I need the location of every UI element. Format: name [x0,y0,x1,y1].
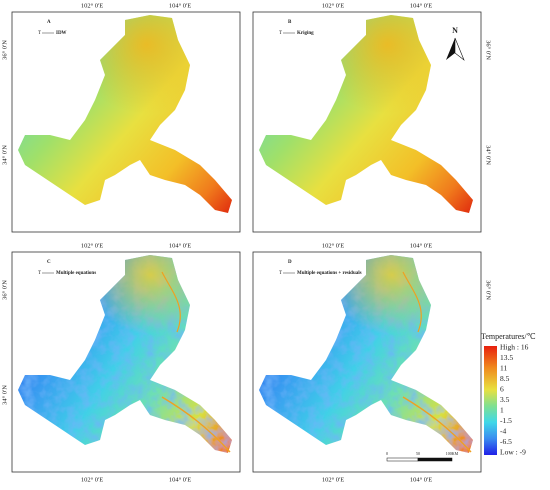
north-label: N [452,26,458,35]
longitude-label: 104° 0'E [410,2,432,9]
panel-label: B [288,20,292,25]
river [402,396,472,453]
latitude-label: 36° 0'N [1,40,8,60]
longitude-label: 102° 0'E [322,476,344,483]
scale-bar-white [386,457,419,462]
region-shade [18,15,232,213]
longitude-label: 104° 0'E [410,476,432,483]
legend-value: -4 [500,427,506,436]
panel-label: A [47,20,51,25]
longitude-label: 102° 0'E [81,2,103,9]
longitude-label: 104° 0'E [169,2,191,9]
longitude-label: 104° 0'E [169,476,191,483]
latitude-label: 34° 0'N [1,145,8,165]
legend-value: -1.5 [500,416,512,425]
scale-label: 100KM [446,451,459,456]
legend-value: 11 [500,364,507,373]
legend-text: Multiple equations + residuals [297,271,362,276]
legend-value: 13.5 [500,353,513,362]
longitude-label: 104° 0'E [169,242,191,249]
scale-bar-black [417,457,453,462]
map-panel: C T Multiple equations 102° 0'E 102° 0'E 104°… [1,242,241,483]
legend-value: 6 [500,385,504,394]
latitude-label: 34° 0'N [485,145,492,165]
longitude-label: 102° 0'E [81,242,103,249]
map-panel: D T Multiple equations + residuals 102° 0'E… [252,242,492,483]
scale-label: 0 [386,451,388,456]
longitude-label: 102° 0'E [322,242,344,249]
longitude-label: 104° 0'E [410,242,432,249]
legend-value: -6.5 [500,437,512,446]
latitude-label: 34° 0'N [1,385,8,405]
north-arrow-half [454,37,465,61]
longitude-label: 102° 0'E [81,476,103,483]
legend-value: 1 [500,406,504,415]
legend-value: 3.5 [500,395,510,404]
legend-text: Kriging [297,31,314,36]
latitude-label: 36° 0'N [1,280,8,300]
map-panel: B T Kriging 102° 0'E 104° 0'E 36° 0'N 34° 0'N [252,2,492,233]
legend-symbol: T [38,31,41,36]
river [402,271,422,333]
latitude-label: 36° 0'N [485,40,492,60]
river [161,271,181,333]
river [161,396,231,453]
latitude-label: 36° 0'N [485,280,492,300]
region-shade [259,15,473,213]
legend-symbol: T [279,271,282,276]
legend-value: Low : -9 [500,448,526,457]
legend-symbol: T [38,271,41,276]
legend-title: Temperatures/℃ [481,332,536,341]
longitude-label: 102° 0'E [322,2,344,9]
colour-ramp [484,346,497,455]
legend-text: IDW [56,31,67,36]
legend-value: 8.5 [500,374,510,383]
map-panel: A T IDW 102° 0'E 104° 0'E 36° 0'N 34° 0'N [1,2,241,233]
scale-label: 50 [416,451,420,456]
panel-label: C [47,260,51,265]
legend-symbol: T [279,31,282,36]
panel-label: D [288,260,292,265]
legend-text: Multiple equations [56,271,96,276]
legend-value: High : 16 [500,343,529,352]
